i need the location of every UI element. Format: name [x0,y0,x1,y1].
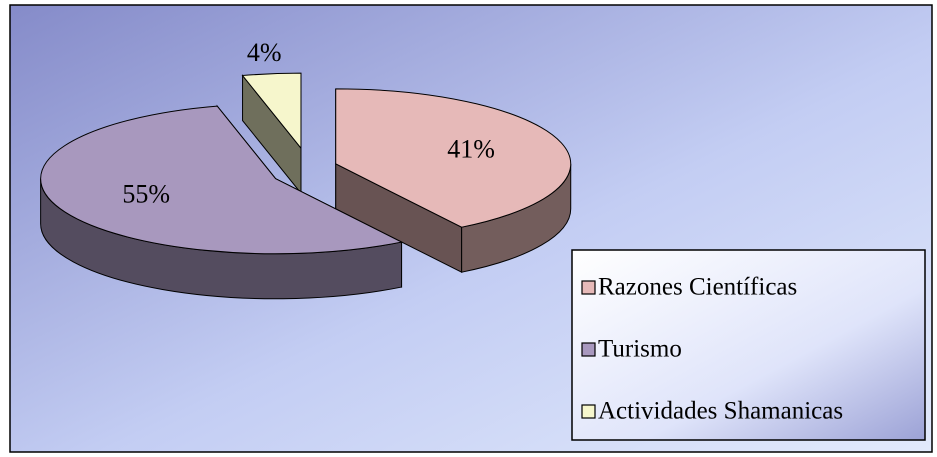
slice [241,72,302,150]
legend-label: Razones Científicas [598,274,797,301]
legend-swatch [581,342,596,357]
legend-label: Turismo [598,336,682,363]
slice [40,105,404,255]
slice [335,88,572,228]
legend-items: Razones Científicas Turismo Actividades Sh… [581,274,843,425]
pie: 41% 55% 4% [40,38,572,300]
data-label: 4% [247,38,282,67]
legend-label: Actividades Shamanicas [598,398,843,425]
legend-swatch [581,280,596,295]
legend-swatch [581,404,596,419]
data-label: 41% [447,134,495,163]
legend [571,249,926,441]
data-label: 55% [122,180,170,209]
